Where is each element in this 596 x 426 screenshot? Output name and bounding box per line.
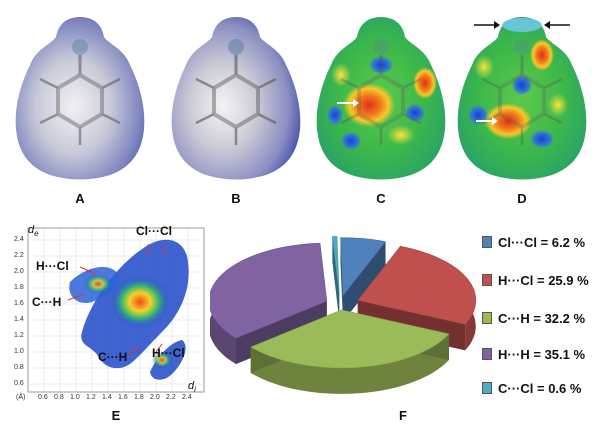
y-tick-label: 0.8 (14, 364, 24, 371)
fingerprint-plot: de 2.4 2.2 2.0 1.8 1.6 1.4 1.2 1.0 0.8 0.6 0.6 0.8… (0, 222, 210, 426)
legend-item: H···H = 35.1 % (482, 346, 585, 362)
pie-chart (210, 236, 477, 394)
y-tick-label: 1.0 (14, 348, 24, 355)
y-tick-label: 1.2 (14, 332, 24, 339)
y-tick-label: 1.4 (14, 316, 24, 323)
x-axis-title-sub: i (194, 385, 196, 395)
annotation-hcl-bottom: H···Cl (152, 346, 185, 360)
panel-label-b: B (231, 191, 241, 206)
y-tick-label: 1.8 (14, 284, 24, 291)
y-tick-label: 2.0 (14, 268, 24, 275)
x-tick-label: 0.6 (38, 394, 48, 401)
panel-label-a: A (75, 191, 85, 206)
unit-label: (Å) (16, 394, 26, 401)
x-tick-label: 0.8 (54, 394, 64, 401)
pie-slice (340, 237, 387, 322)
x-tick-label: 1.0 (70, 394, 80, 401)
x-tick-label: 2.2 (166, 394, 176, 401)
y-axis-title: de (28, 224, 39, 238)
y-axis-title-sub: e (34, 229, 39, 239)
arrow-icon (476, 117, 498, 125)
y-tick-label: 2.2 (14, 252, 24, 259)
arrow-icon (474, 21, 500, 29)
legend-swatch (482, 236, 492, 248)
surface-panel-b (171, 17, 301, 180)
x-axis-title-main: d (188, 380, 195, 392)
annotation-hcl-left: H···Cl (36, 259, 69, 273)
x-axis-title: di (188, 380, 196, 394)
x-tick-label: 2.0 (150, 394, 160, 401)
legend-label: H···H = 35.1 % (498, 346, 586, 362)
panel-label-f: F (399, 408, 407, 423)
arrow-icon (337, 99, 359, 107)
annotation-ch-left: C···H (32, 295, 62, 309)
surface-panel-c (316, 17, 446, 180)
x-tick-label: 1.2 (86, 394, 96, 401)
legend-swatch (482, 382, 492, 394)
panel-label-e: E (111, 408, 121, 423)
legend-label: C···H = 32.2 % (498, 310, 586, 326)
surface-panel-a (15, 17, 145, 180)
x-tick-label: 1.4 (102, 394, 112, 401)
legend-item: C···H = 32.2 % (482, 310, 585, 326)
x-tick-label: 1.8 (134, 394, 144, 401)
y-tick-label: 1.6 (14, 300, 24, 307)
legend-item: Cl···Cl = 6.2 % (482, 234, 585, 250)
legend-swatch (482, 348, 492, 360)
y-axis-title-main: d (28, 224, 35, 236)
pie-slice (332, 236, 340, 321)
y-tick-label: 0.6 (14, 380, 24, 387)
legend-swatch (482, 274, 492, 286)
pie-slice (250, 309, 450, 394)
legend-swatch (482, 312, 492, 324)
legend-item: H···Cl = 25.9 % (482, 272, 589, 288)
panel-label-d: D (517, 191, 527, 206)
legend-label: C···Cl = 0.6 % (498, 380, 582, 396)
arrow-icon (544, 21, 570, 29)
y-tick-label: 2.4 (14, 236, 24, 243)
surfaces-figure (15, 17, 587, 180)
x-tick-label: 2.4 (182, 394, 192, 401)
legend-item: C···Cl = 0.6 % (482, 380, 581, 396)
fingerprint-canvas (27, 227, 205, 393)
panel-label-c: C (376, 191, 386, 206)
annotation-ch-bottom: C···H (98, 350, 128, 364)
legend-label: Cl···Cl = 6.2 % (498, 234, 586, 250)
surface-panel-d (457, 17, 587, 180)
annotation-clcl: Cl···Cl (136, 224, 172, 238)
legend-label: H···Cl = 25.9 % (498, 272, 589, 288)
x-tick-label: 1.6 (118, 394, 128, 401)
